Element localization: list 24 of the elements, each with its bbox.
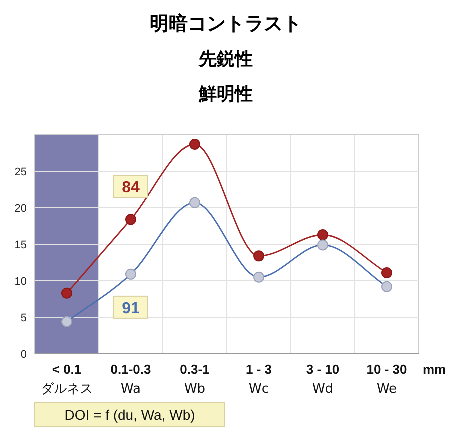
point <box>126 214 136 226</box>
point <box>62 288 72 299</box>
y-tick-label: 5 <box>20 312 27 324</box>
x-tick-label: 3 - 10 Wd <box>306 362 340 397</box>
y-tick-label: 25 <box>14 166 27 178</box>
point <box>382 267 392 278</box>
x-tick-label: < 0.1 ダルネス <box>41 362 93 397</box>
series-label: 91 <box>122 300 140 318</box>
x-tick-label: 0.1-0.3 Wa <box>110 362 152 397</box>
y-tick-label: 15 <box>14 240 27 252</box>
x-tick-label: 1 - 3 Wc <box>246 362 272 397</box>
series-label: 84 <box>122 180 140 197</box>
x-tick-label: 0.3-1 Wb <box>180 362 210 397</box>
x-tick-label: 10 - 30 We <box>366 362 408 397</box>
point <box>318 230 328 241</box>
chart-subtitle: 先鋭性鮮明性 <box>198 49 253 105</box>
y-tick-label: 10 <box>14 276 27 288</box>
y-tick-label: 0 <box>20 349 27 361</box>
text: DOI = f (du, Wa, Wb) <box>64 407 196 423</box>
point <box>254 250 264 262</box>
x-axis-title: mm <box>423 362 446 377</box>
point <box>190 138 200 150</box>
y-tick-label: 20 <box>14 203 27 215</box>
chart-title: 明暗コントラスト <box>150 13 302 35</box>
